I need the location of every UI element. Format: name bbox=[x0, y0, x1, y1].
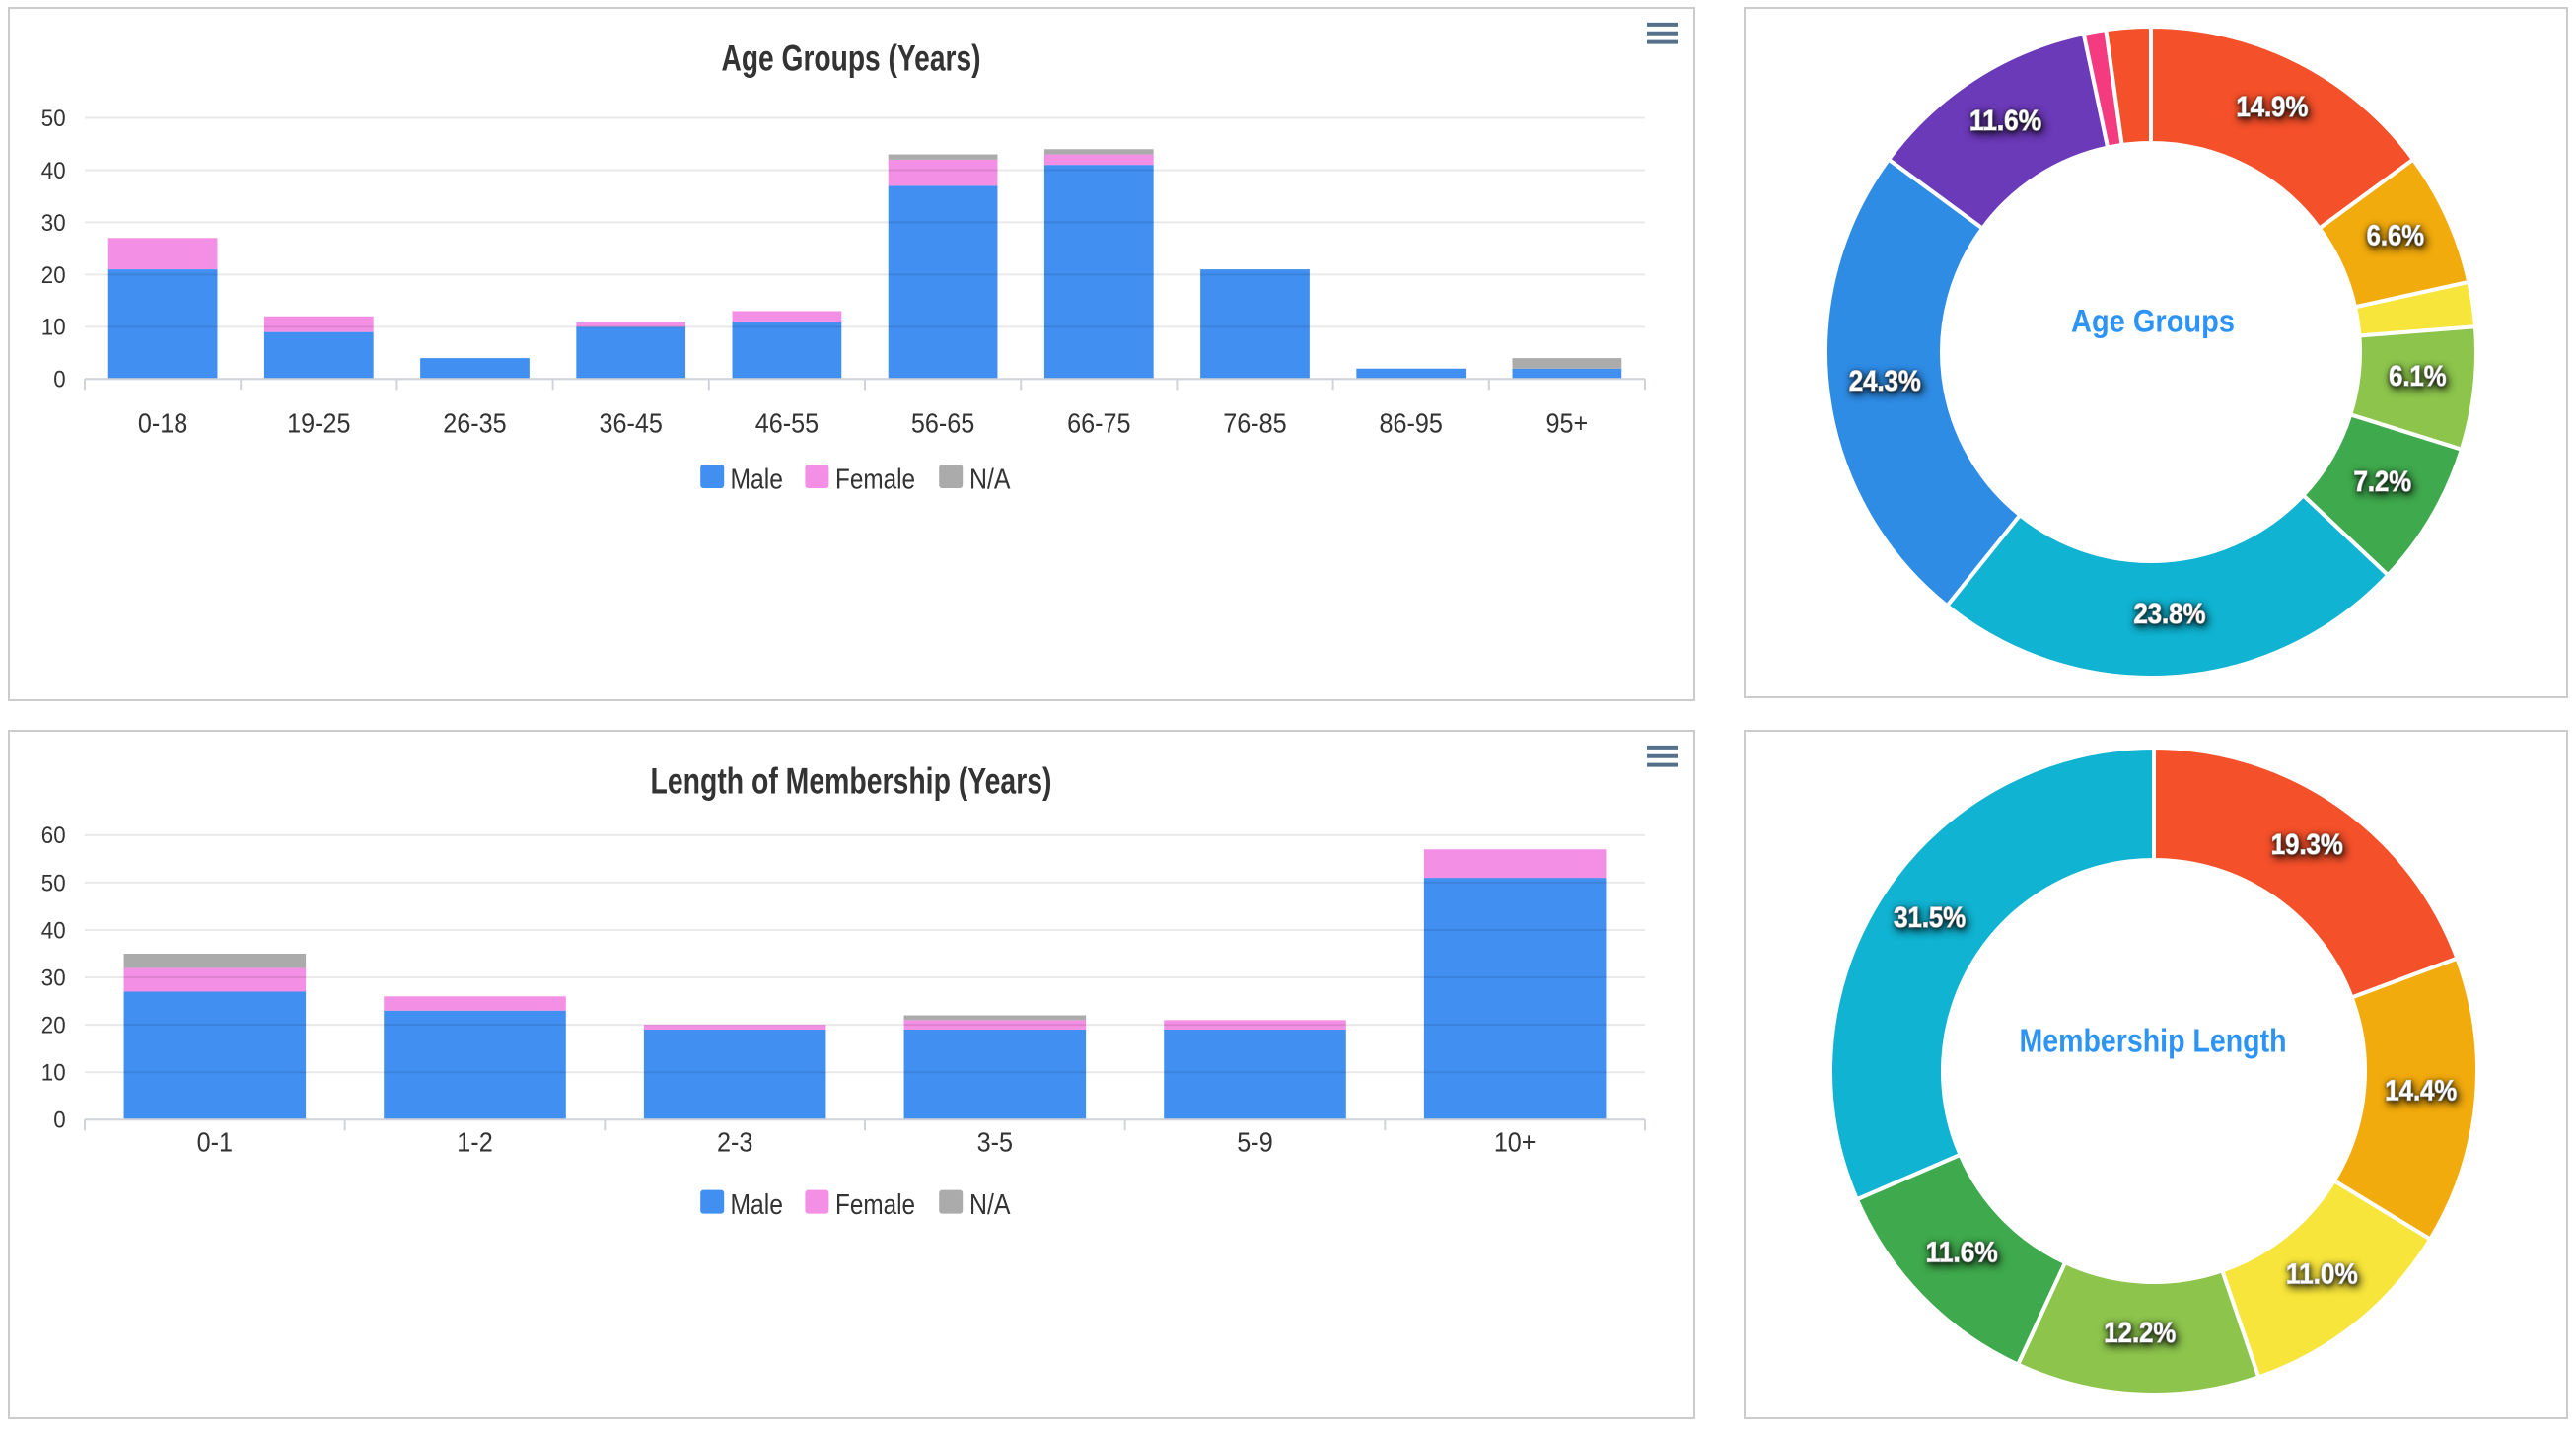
svg-text:14.9%: 14.9% bbox=[2236, 92, 2308, 123]
svg-text:Length of Membership (Years): Length of Membership (Years) bbox=[651, 761, 1052, 802]
svg-text:0: 0 bbox=[53, 1108, 65, 1134]
svg-text:11.0%: 11.0% bbox=[2286, 1259, 2358, 1291]
svg-text:12.2%: 12.2% bbox=[2104, 1318, 2176, 1349]
svg-text:20: 20 bbox=[41, 262, 66, 289]
svg-text:Female: Female bbox=[835, 465, 915, 496]
svg-text:10+: 10+ bbox=[1494, 1127, 1537, 1158]
svg-text:30: 30 bbox=[41, 210, 66, 237]
svg-text:30: 30 bbox=[41, 965, 66, 991]
svg-text:14.4%: 14.4% bbox=[2385, 1075, 2457, 1107]
svg-text:20: 20 bbox=[41, 1013, 66, 1039]
svg-text:0-18: 0-18 bbox=[138, 407, 187, 438]
svg-text:N/A: N/A bbox=[969, 1189, 1011, 1221]
svg-text:Age Groups (Years): Age Groups (Years) bbox=[722, 38, 981, 79]
svg-text:1-2: 1-2 bbox=[457, 1127, 492, 1158]
svg-text:10: 10 bbox=[41, 1060, 66, 1087]
svg-text:2-3: 2-3 bbox=[717, 1127, 752, 1158]
svg-text:Age Groups: Age Groups bbox=[2071, 304, 2235, 339]
svg-text:60: 60 bbox=[41, 822, 66, 849]
svg-text:19.3%: 19.3% bbox=[2271, 829, 2343, 861]
svg-text:Male: Male bbox=[731, 465, 784, 496]
svg-text:19-25: 19-25 bbox=[287, 407, 350, 438]
svg-text:Male: Male bbox=[731, 1189, 784, 1221]
svg-text:56-65: 56-65 bbox=[911, 407, 974, 438]
svg-text:6.6%: 6.6% bbox=[2367, 220, 2425, 251]
svg-text:N/A: N/A bbox=[969, 465, 1011, 496]
svg-text:0-1: 0-1 bbox=[197, 1127, 233, 1158]
svg-text:40: 40 bbox=[41, 917, 66, 944]
svg-text:5-9: 5-9 bbox=[1237, 1127, 1272, 1158]
svg-text:86-95: 86-95 bbox=[1380, 407, 1443, 438]
svg-text:3-5: 3-5 bbox=[977, 1127, 1013, 1158]
svg-text:11.6%: 11.6% bbox=[1926, 1237, 1998, 1268]
svg-text:31.5%: 31.5% bbox=[1894, 902, 1966, 934]
svg-text:50: 50 bbox=[41, 870, 66, 896]
svg-text:26-35: 26-35 bbox=[443, 407, 506, 438]
svg-text:50: 50 bbox=[41, 106, 66, 132]
svg-text:95+: 95+ bbox=[1546, 407, 1589, 438]
svg-text:6.1%: 6.1% bbox=[2389, 361, 2447, 393]
svg-text:24.3%: 24.3% bbox=[1849, 366, 1921, 397]
svg-text:76-85: 76-85 bbox=[1223, 407, 1286, 438]
svg-text:66-75: 66-75 bbox=[1067, 407, 1130, 438]
svg-text:10: 10 bbox=[41, 315, 66, 341]
svg-text:Female: Female bbox=[835, 1189, 915, 1221]
svg-text:11.6%: 11.6% bbox=[1969, 106, 2041, 137]
svg-text:40: 40 bbox=[41, 158, 66, 184]
svg-text:0: 0 bbox=[53, 367, 65, 393]
svg-text:7.2%: 7.2% bbox=[2354, 466, 2412, 498]
svg-text:46-55: 46-55 bbox=[755, 407, 819, 438]
svg-text:23.8%: 23.8% bbox=[2133, 599, 2205, 630]
svg-text:Membership Length: Membership Length bbox=[2020, 1023, 2287, 1059]
svg-text:36-45: 36-45 bbox=[600, 407, 663, 438]
